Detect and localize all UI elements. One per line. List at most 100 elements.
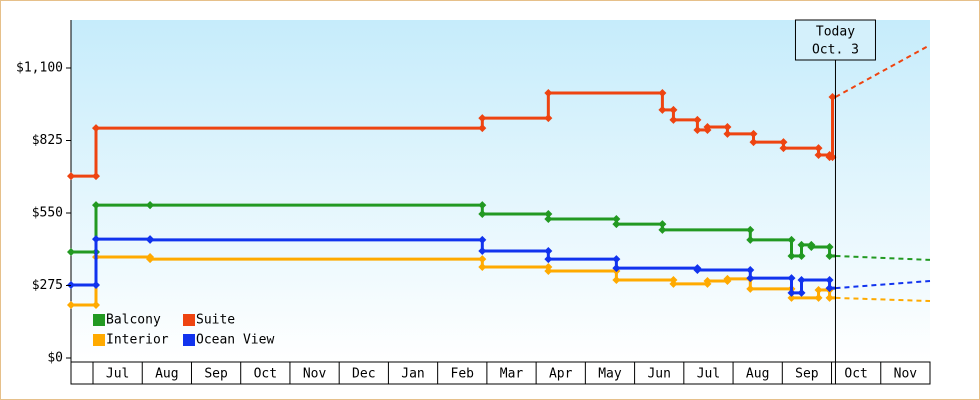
step-marker: [746, 265, 755, 274]
point-marker: [67, 248, 75, 257]
point-marker: [723, 274, 732, 283]
today-label: Today: [816, 25, 855, 40]
point-marker: [787, 293, 796, 302]
step-marker: [92, 301, 101, 310]
x-tick-label: Dec: [352, 367, 375, 382]
step-marker: [478, 255, 487, 264]
point-marker: [703, 277, 712, 286]
legend-swatch: [93, 314, 105, 326]
x-tick-label: Sep: [795, 367, 819, 382]
point-marker: [92, 235, 101, 244]
point-marker: [693, 265, 702, 274]
x-tick-label: Nov: [894, 367, 918, 382]
y-tick-label: $550: [32, 205, 63, 220]
y-tick-label: $275: [32, 278, 63, 293]
legend-label: Suite: [196, 313, 235, 328]
legend-label: Interior: [106, 333, 169, 348]
point-marker: [146, 235, 155, 244]
step-marker: [825, 243, 834, 252]
step-marker: [478, 201, 487, 210]
point-marker: [807, 243, 816, 252]
x-tick-label: May: [598, 367, 622, 382]
step-marker: [779, 138, 788, 147]
step-marker: [814, 144, 823, 153]
step-marker: [92, 280, 101, 289]
step-marker: [693, 115, 702, 124]
point-marker: [146, 255, 155, 264]
step-marker: [612, 215, 621, 224]
y-tick-label: $0: [47, 351, 63, 366]
forecast-line: [835, 254, 931, 261]
legend-label: Balcony: [106, 313, 161, 328]
x-tick-label: Jun: [647, 367, 670, 382]
step-marker: [612, 255, 621, 264]
today-box: [794, 19, 876, 61]
step-marker: [749, 129, 758, 138]
x-tick-label: Oct: [254, 367, 277, 382]
point-marker: [67, 301, 75, 310]
y-tick-label: $1,100: [16, 60, 63, 75]
point-marker: [814, 285, 823, 294]
x-tick-label: Aug: [155, 367, 178, 382]
step-marker: [658, 220, 667, 229]
point-marker: [825, 284, 834, 293]
point-marker: [787, 251, 796, 260]
point-marker: [544, 266, 553, 275]
point-marker: [828, 92, 837, 101]
x-tick-label: Aug: [746, 367, 769, 382]
point-marker: [723, 129, 732, 138]
point-marker: [67, 280, 75, 289]
step-marker: [723, 123, 732, 132]
step-marker: [669, 105, 678, 114]
x-tick-label: Mar: [500, 367, 524, 382]
x-tick-label: Jan: [401, 367, 424, 382]
point-marker: [92, 201, 101, 210]
step-marker: [92, 172, 101, 181]
point-marker: [825, 251, 834, 260]
forecast-line: [835, 280, 931, 290]
point-marker: [746, 284, 755, 293]
x-tick-label: Sep: [204, 367, 228, 382]
today-label: Oct. 3: [812, 43, 859, 58]
x-tick-label: Feb: [451, 367, 475, 382]
point-marker: [814, 150, 823, 159]
point-marker: [746, 274, 755, 283]
x-tick-label: Nov: [303, 367, 327, 382]
step-marker: [658, 89, 667, 98]
point-marker: [825, 293, 834, 302]
y-tick-label: $825: [32, 133, 63, 148]
step-marker: [787, 274, 796, 283]
point-marker: [544, 215, 553, 224]
point-marker: [797, 275, 806, 284]
point-marker: [693, 125, 702, 134]
legend-swatch: [183, 314, 195, 326]
step-marker: [828, 153, 837, 162]
step-marker: [797, 251, 806, 260]
step-marker: [787, 235, 796, 244]
step-marker: [746, 225, 755, 234]
point-marker: [67, 172, 75, 181]
point-marker: [669, 279, 678, 288]
legend-swatch: [93, 334, 105, 346]
step-marker: [814, 293, 823, 302]
legend-swatch: [183, 334, 195, 346]
point-marker: [92, 124, 101, 133]
step-marker: [825, 275, 834, 284]
point-marker: [658, 225, 667, 234]
point-marker: [478, 263, 487, 272]
marks: [67, 44, 931, 310]
step-marker: [478, 124, 487, 133]
point-marker: [658, 105, 667, 114]
point-marker: [787, 288, 796, 297]
point-marker: [612, 264, 621, 273]
point-marker: [478, 246, 487, 255]
x-tick-label: Jul: [106, 367, 129, 382]
x-tick-label: Oct: [844, 367, 867, 382]
point-marker: [797, 240, 806, 249]
legend-label: Ocean View: [196, 333, 274, 348]
step-marker: [544, 210, 553, 219]
step-marker: [544, 114, 553, 123]
step-marker: [797, 288, 806, 297]
x-tick-label: Apr: [549, 367, 573, 382]
